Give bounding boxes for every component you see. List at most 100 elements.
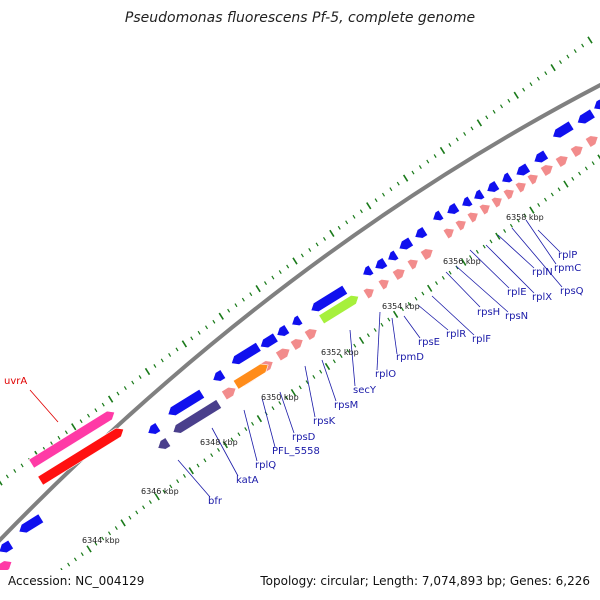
gene-arrow-secY[interactable]: [318, 292, 362, 325]
gene-arrow-blue[interactable]: [274, 324, 291, 340]
scale-label-6348: 6348 kbp: [200, 438, 238, 447]
gene-arrow-salmon[interactable]: [502, 186, 517, 201]
gene-label-rplP[interactable]: rplP: [558, 250, 577, 261]
gene-arrow-uvrA-2[interactable]: [37, 425, 127, 486]
gene-arrow-blue[interactable]: [471, 188, 486, 203]
gene-arrow-salmon[interactable]: [454, 217, 469, 232]
inner-tick: [407, 302, 411, 306]
gene-arrow-blue[interactable]: [16, 513, 45, 536]
gene-arrow-blue[interactable]: [145, 422, 162, 438]
inner-tick: [94, 541, 98, 546]
gene-arrow-salmon[interactable]: [466, 209, 481, 224]
gene-arrow-blue[interactable]: [396, 236, 414, 253]
outer-tick: [411, 170, 415, 175]
gene-arrow-salmon[interactable]: [478, 201, 493, 216]
gene-arrow-blue[interactable]: [513, 162, 531, 179]
inner-tick: [537, 202, 541, 207]
gene-arrow-salmon[interactable]: [406, 256, 421, 271]
label-leader-line: [261, 397, 276, 448]
gene-arrow-salmon[interactable]: [377, 276, 392, 291]
outer-tick: [366, 202, 372, 210]
gene-label-rpsM[interactable]: rpsM: [334, 400, 358, 411]
outer-tick: [286, 264, 290, 269]
inner-tick-row: [60, 154, 600, 570]
gene-arrow-blue[interactable]: [360, 264, 375, 279]
gene-arrow-salmon[interactable]: [362, 285, 377, 300]
outer-tick: [587, 36, 593, 44]
inner-tick: [135, 510, 139, 515]
gene-arrow-edge[interactable]: [0, 558, 14, 575]
gene-arrow-salmon[interactable]: [275, 345, 292, 362]
inner-tick: [469, 255, 473, 259]
scale-label-6358: 6358 kbp: [506, 213, 544, 222]
gene-arrow-salmon[interactable]: [442, 225, 457, 240]
label-leader-line: [243, 409, 258, 462]
gene-label-rplO[interactable]: rplO: [375, 369, 396, 380]
gene-arrow-salmon[interactable]: [569, 143, 585, 158]
gene-label-rplN[interactable]: rplN: [532, 267, 553, 278]
gene-arrow-blue[interactable]: [484, 180, 501, 196]
gene-label-rplX[interactable]: rplX: [532, 292, 552, 303]
gene-arrow-uvrA[interactable]: [28, 408, 118, 469]
outer-tick: [507, 98, 511, 103]
gene-arrow-katA[interactable]: [170, 399, 222, 437]
gene-label-rpsH[interactable]: rpsH: [477, 307, 500, 318]
gene-arrow-blue[interactable]: [372, 257, 389, 273]
gene-label-rpsE[interactable]: rpsE: [418, 337, 440, 348]
inner-tick: [271, 406, 275, 411]
gene-label-uvrA[interactable]: uvrA: [4, 376, 27, 387]
gene-arrow-blue[interactable]: [229, 341, 262, 367]
gene-arrow-salmon[interactable]: [514, 179, 529, 194]
gene-label-rpmD[interactable]: rpmD: [396, 352, 424, 363]
gene-arrow-salmon[interactable]: [526, 171, 541, 186]
gene-label-rplR[interactable]: rplR: [446, 329, 466, 340]
gene-label-rplE[interactable]: rplE: [507, 287, 527, 298]
label-leader-line: [455, 265, 509, 313]
gene-arrow-blue[interactable]: [591, 98, 600, 113]
outer-tick: [64, 430, 68, 435]
gene-arrow-bfr[interactable]: [155, 437, 172, 453]
gene-arrow-blue[interactable]: [499, 171, 514, 186]
gene-label-rplF[interactable]: rplF: [472, 334, 491, 345]
gene-arrow-blue[interactable]: [308, 284, 349, 315]
gene-label-rplQ[interactable]: rplQ: [255, 460, 276, 471]
gene-label-rpsQ[interactable]: rpsQ: [560, 286, 584, 297]
outer-tick: [322, 236, 327, 241]
gene-label-bfr[interactable]: bfr: [208, 496, 223, 507]
outer-tick: [345, 220, 349, 225]
gene-label-rpsK[interactable]: rpsK: [313, 416, 336, 427]
gene-label-PFL_5558[interactable]: PFL_5558: [272, 446, 320, 457]
inner-tick: [475, 249, 479, 254]
gene-label-rpmC[interactable]: rpmC: [554, 263, 581, 274]
gene-arrow-blue[interactable]: [289, 314, 304, 329]
gene-arrow-salmon[interactable]: [584, 133, 600, 148]
gene-arrow-PFL_5558[interactable]: [232, 361, 271, 390]
gene-arrow-salmon[interactable]: [289, 336, 305, 351]
gene-arrow-blue[interactable]: [444, 202, 461, 218]
outer-tick: [116, 391, 120, 396]
gene-arrow-blue[interactable]: [412, 226, 429, 242]
gene-arrow-blue[interactable]: [258, 332, 279, 351]
gene-label-rpsD[interactable]: rpsD: [292, 432, 316, 443]
gene-arrow-salmon[interactable]: [303, 326, 319, 341]
gene-arrow-blue[interactable]: [210, 369, 227, 385]
outer-tick: [439, 146, 446, 155]
gene-arrow-blue[interactable]: [165, 388, 206, 419]
gene-label-katA[interactable]: katA: [236, 475, 259, 486]
gene-arrow-salmon[interactable]: [391, 266, 407, 281]
gene-arrow-blue[interactable]: [385, 249, 400, 264]
gene-arrow-salmon[interactable]: [490, 194, 505, 209]
gene-arrow-salmon[interactable]: [539, 162, 555, 177]
gene-arrow-blue[interactable]: [0, 539, 14, 556]
gene-label-rpsN[interactable]: rpsN: [505, 311, 528, 322]
gene-arrow-blue[interactable]: [459, 195, 474, 210]
gene-arrow-blue[interactable]: [531, 149, 549, 166]
gene-arrow-blue[interactable]: [430, 209, 445, 224]
gene-arrow-salmon[interactable]: [221, 384, 238, 401]
gene-label-secY[interactable]: secY: [353, 385, 377, 396]
outer-tick: [71, 423, 77, 431]
gene-arrow-blue[interactable]: [575, 108, 596, 127]
gene-arrow-salmon[interactable]: [419, 246, 435, 261]
gene-arrow-blue[interactable]: [550, 120, 575, 141]
gene-arrow-salmon[interactable]: [554, 153, 570, 168]
